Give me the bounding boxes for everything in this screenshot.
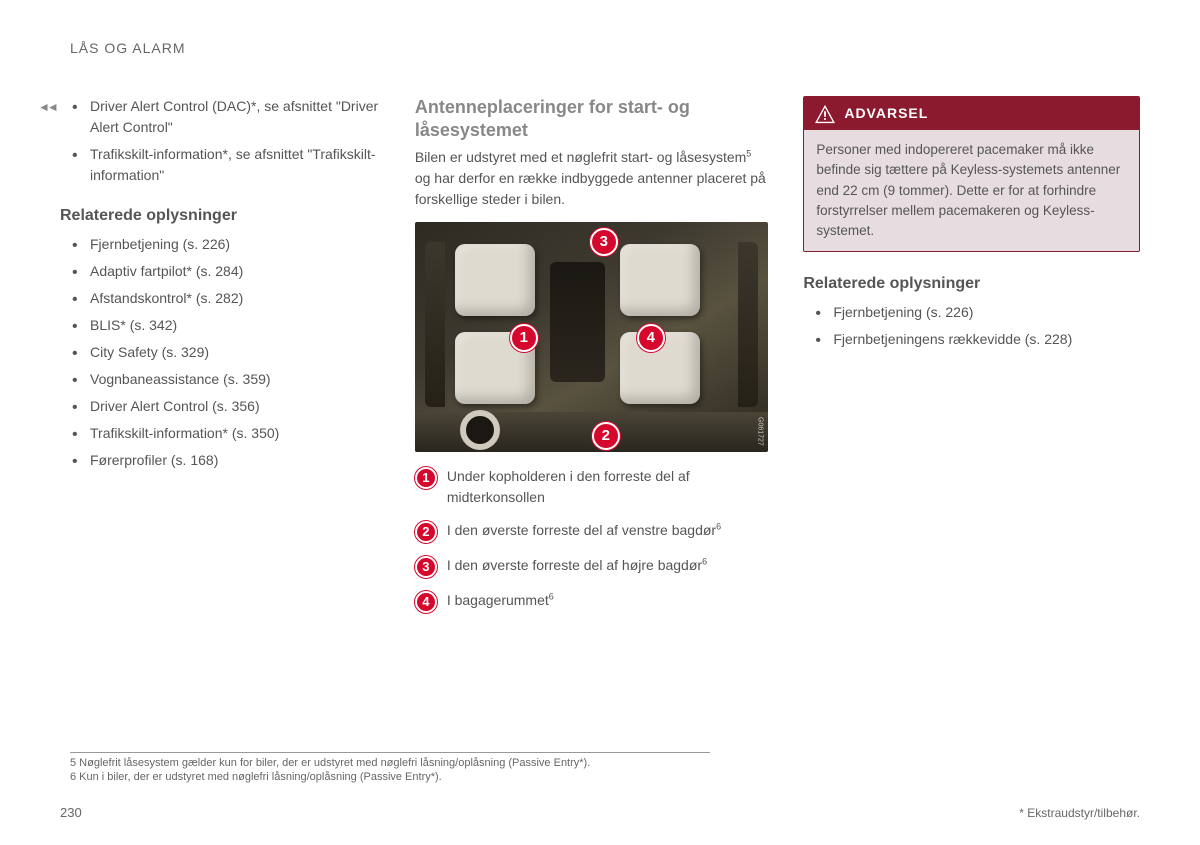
intro-part-a: Bilen er udstyret med et nøglefrit start… bbox=[415, 149, 746, 165]
legend-label: I den øverste forreste del af højre bagd… bbox=[447, 557, 702, 573]
legend-text: I bagagerummet6 bbox=[447, 590, 769, 611]
continuation-marker: ◄◄ bbox=[38, 100, 56, 114]
door-left bbox=[425, 242, 445, 407]
column-1: Driver Alert Control (DAC)*, se afsnitte… bbox=[60, 96, 380, 625]
related-list: Fjernbetjening (s. 226) Adaptiv fartpilo… bbox=[60, 234, 380, 471]
list-item: Trafikskilt-information* (s. 350) bbox=[90, 423, 380, 444]
warning-title: ADVARSEL bbox=[844, 103, 928, 124]
legend-label: Under kopholderen i den forreste del af … bbox=[447, 468, 690, 505]
section-header: LÅS OG ALARM bbox=[70, 40, 1140, 56]
antenna-figure: 3 1 4 2 G061727 bbox=[415, 222, 769, 452]
list-item: Driver Alert Control (DAC)*, se afsnitte… bbox=[90, 96, 380, 138]
list-item: Vognbaneassistance (s. 359) bbox=[90, 369, 380, 390]
list-item: Driver Alert Control (s. 356) bbox=[90, 396, 380, 417]
footer-note: * Ekstraudstyr/tilbehør. bbox=[1019, 806, 1140, 820]
image-code: G061727 bbox=[754, 417, 765, 446]
list-item: Fjernbetjening (s. 226) bbox=[90, 234, 380, 255]
list-item: Fjernbetjening (s. 226) bbox=[833, 302, 1140, 323]
list-item: Trafikskilt-information*, se afsnittet "… bbox=[90, 144, 380, 186]
figure-marker-1: 1 bbox=[510, 324, 538, 352]
legend-row: 4 I bagagerummet6 bbox=[415, 590, 769, 613]
related-info-heading: Relaterede oplysninger bbox=[60, 204, 380, 228]
center-console bbox=[550, 262, 605, 382]
column-2: Antenneplaceringer for start- og låsesys… bbox=[415, 96, 769, 625]
legend-number: 4 bbox=[415, 591, 437, 613]
footnotes: 5 Nøglefrit låsesystem gælder kun for bi… bbox=[70, 752, 710, 785]
list-item: Afstandskontrol* (s. 282) bbox=[90, 288, 380, 309]
footnote-ref: 6 bbox=[549, 591, 554, 601]
legend-row: 1 Under kopholderen i den forreste del a… bbox=[415, 466, 769, 508]
seat-front-right bbox=[620, 244, 700, 316]
legend-number: 3 bbox=[415, 556, 437, 578]
related-list: Fjernbetjening (s. 226) Fjernbetjeningen… bbox=[803, 302, 1140, 350]
list-item: Fjernbetjeningens rækkevidde (s. 228) bbox=[833, 329, 1140, 350]
intro-part-b: og har derfor en række indbyggede antenn… bbox=[415, 170, 766, 207]
list-item: BLIS* (s. 342) bbox=[90, 315, 380, 336]
legend-text: Under kopholderen i den forreste del af … bbox=[447, 466, 769, 508]
list-item: Adaptiv fartpilot* (s. 284) bbox=[90, 261, 380, 282]
warning-triangle-icon bbox=[814, 104, 836, 124]
figure-marker-4: 4 bbox=[637, 324, 665, 352]
footnote-ref: 6 bbox=[716, 521, 721, 531]
legend-number: 1 bbox=[415, 467, 437, 489]
top-bullet-list: Driver Alert Control (DAC)*, se afsnitte… bbox=[60, 96, 380, 186]
figure-marker-3: 3 bbox=[590, 228, 618, 256]
warning-header: ADVARSEL bbox=[804, 97, 1139, 130]
intro-text: Bilen er udstyret med et nøglefrit start… bbox=[415, 147, 769, 210]
footnote-ref: 5 bbox=[746, 148, 751, 158]
warning-box: ADVARSEL Personer med indopereret pacema… bbox=[803, 96, 1140, 252]
footnote: 5 Nøglefrit låsesystem gælder kun for bi… bbox=[70, 757, 710, 769]
legend-text: I den øverste forreste del af højre bagd… bbox=[447, 555, 769, 576]
section-title: Antenneplaceringer for start- og låsesys… bbox=[415, 96, 769, 141]
legend-number: 2 bbox=[415, 521, 437, 543]
column-3: ADVARSEL Personer med indopereret pacema… bbox=[803, 96, 1140, 625]
content-columns: Driver Alert Control (DAC)*, se afsnitte… bbox=[60, 96, 1140, 625]
related-info-heading: Relaterede oplysninger bbox=[803, 272, 1140, 296]
legend-label: I bagagerummet bbox=[447, 592, 549, 608]
legend-row: 3 I den øverste forreste del af højre ba… bbox=[415, 555, 769, 578]
steering-wheel bbox=[460, 410, 500, 450]
warning-body: Personer med indopereret pacemaker må ik… bbox=[804, 130, 1139, 251]
legend-row: 2 I den øverste forreste del af venstre … bbox=[415, 520, 769, 543]
door-right bbox=[738, 242, 758, 407]
list-item: City Safety (s. 329) bbox=[90, 342, 380, 363]
legend-label: I den øverste forreste del af venstre ba… bbox=[447, 522, 716, 538]
figure-marker-2: 2 bbox=[592, 422, 620, 450]
footnote-ref: 6 bbox=[702, 556, 707, 566]
list-item: Førerprofiler (s. 168) bbox=[90, 450, 380, 471]
footnote: 6 Kun i biler, der er udstyret med nøgle… bbox=[70, 771, 710, 783]
page-number: 230 bbox=[60, 805, 82, 820]
legend-text: I den øverste forreste del af venstre ba… bbox=[447, 520, 769, 541]
seat-front-left bbox=[455, 244, 535, 316]
